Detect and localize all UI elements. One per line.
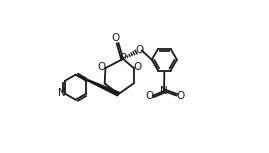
Text: O: O	[145, 91, 153, 101]
Text: O: O	[176, 91, 185, 101]
Polygon shape	[76, 75, 119, 96]
Text: O: O	[111, 33, 119, 43]
Text: O: O	[135, 45, 144, 56]
Text: P: P	[120, 53, 127, 63]
Text: O: O	[134, 62, 142, 72]
Text: N: N	[160, 86, 168, 96]
Text: O: O	[97, 62, 105, 72]
Text: N: N	[58, 88, 66, 99]
